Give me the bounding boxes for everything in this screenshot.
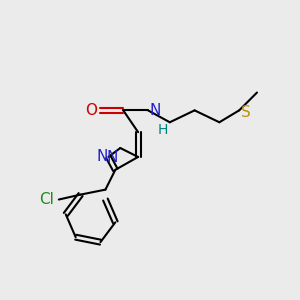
Text: O: O <box>85 103 98 118</box>
Text: S: S <box>241 105 251 120</box>
Text: N: N <box>150 103 161 118</box>
Text: N: N <box>107 150 118 165</box>
Text: Cl: Cl <box>39 192 54 207</box>
Text: H: H <box>158 123 168 137</box>
Text: N: N <box>96 149 107 164</box>
